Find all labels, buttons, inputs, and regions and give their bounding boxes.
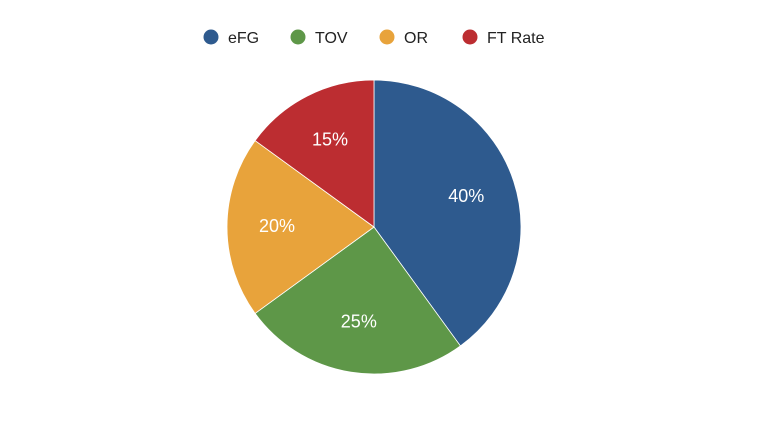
legend-label-tov: TOV <box>315 30 348 47</box>
legend-item-efg[interactable]: eFG <box>203 29 260 48</box>
legend-label-ft-rate: FT Rate <box>487 30 545 47</box>
slice-labels: 40% 25% 20% 15% <box>259 129 484 331</box>
legend-item-tov[interactable]: TOV <box>290 29 348 48</box>
slice-label-efg: 40% <box>448 186 484 206</box>
legend-item-or[interactable]: OR <box>379 29 429 48</box>
legend-marker-efg <box>203 29 219 45</box>
legend-marker-or <box>379 29 395 45</box>
legend-label-efg: eFG <box>228 30 259 47</box>
pie <box>226 79 522 375</box>
pie-slice-tov[interactable] <box>254 226 461 375</box>
legend-label-or: OR <box>404 30 428 47</box>
legend-marker-tov <box>290 29 306 45</box>
legend-marker-ft-rate <box>462 29 478 45</box>
pie-slice-efg[interactable] <box>373 79 522 347</box>
slice-label-ft-rate: 15% <box>312 129 348 149</box>
pie-slice-ft-rate[interactable] <box>254 79 375 228</box>
pie-slice-or[interactable] <box>226 140 375 314</box>
legend-item-ft-rate[interactable]: FT Rate <box>462 29 545 48</box>
legend: eFG TOV OR FT Rate <box>203 29 545 48</box>
slice-label-or: 20% <box>259 216 295 236</box>
slice-label-tov: 25% <box>341 312 377 332</box>
